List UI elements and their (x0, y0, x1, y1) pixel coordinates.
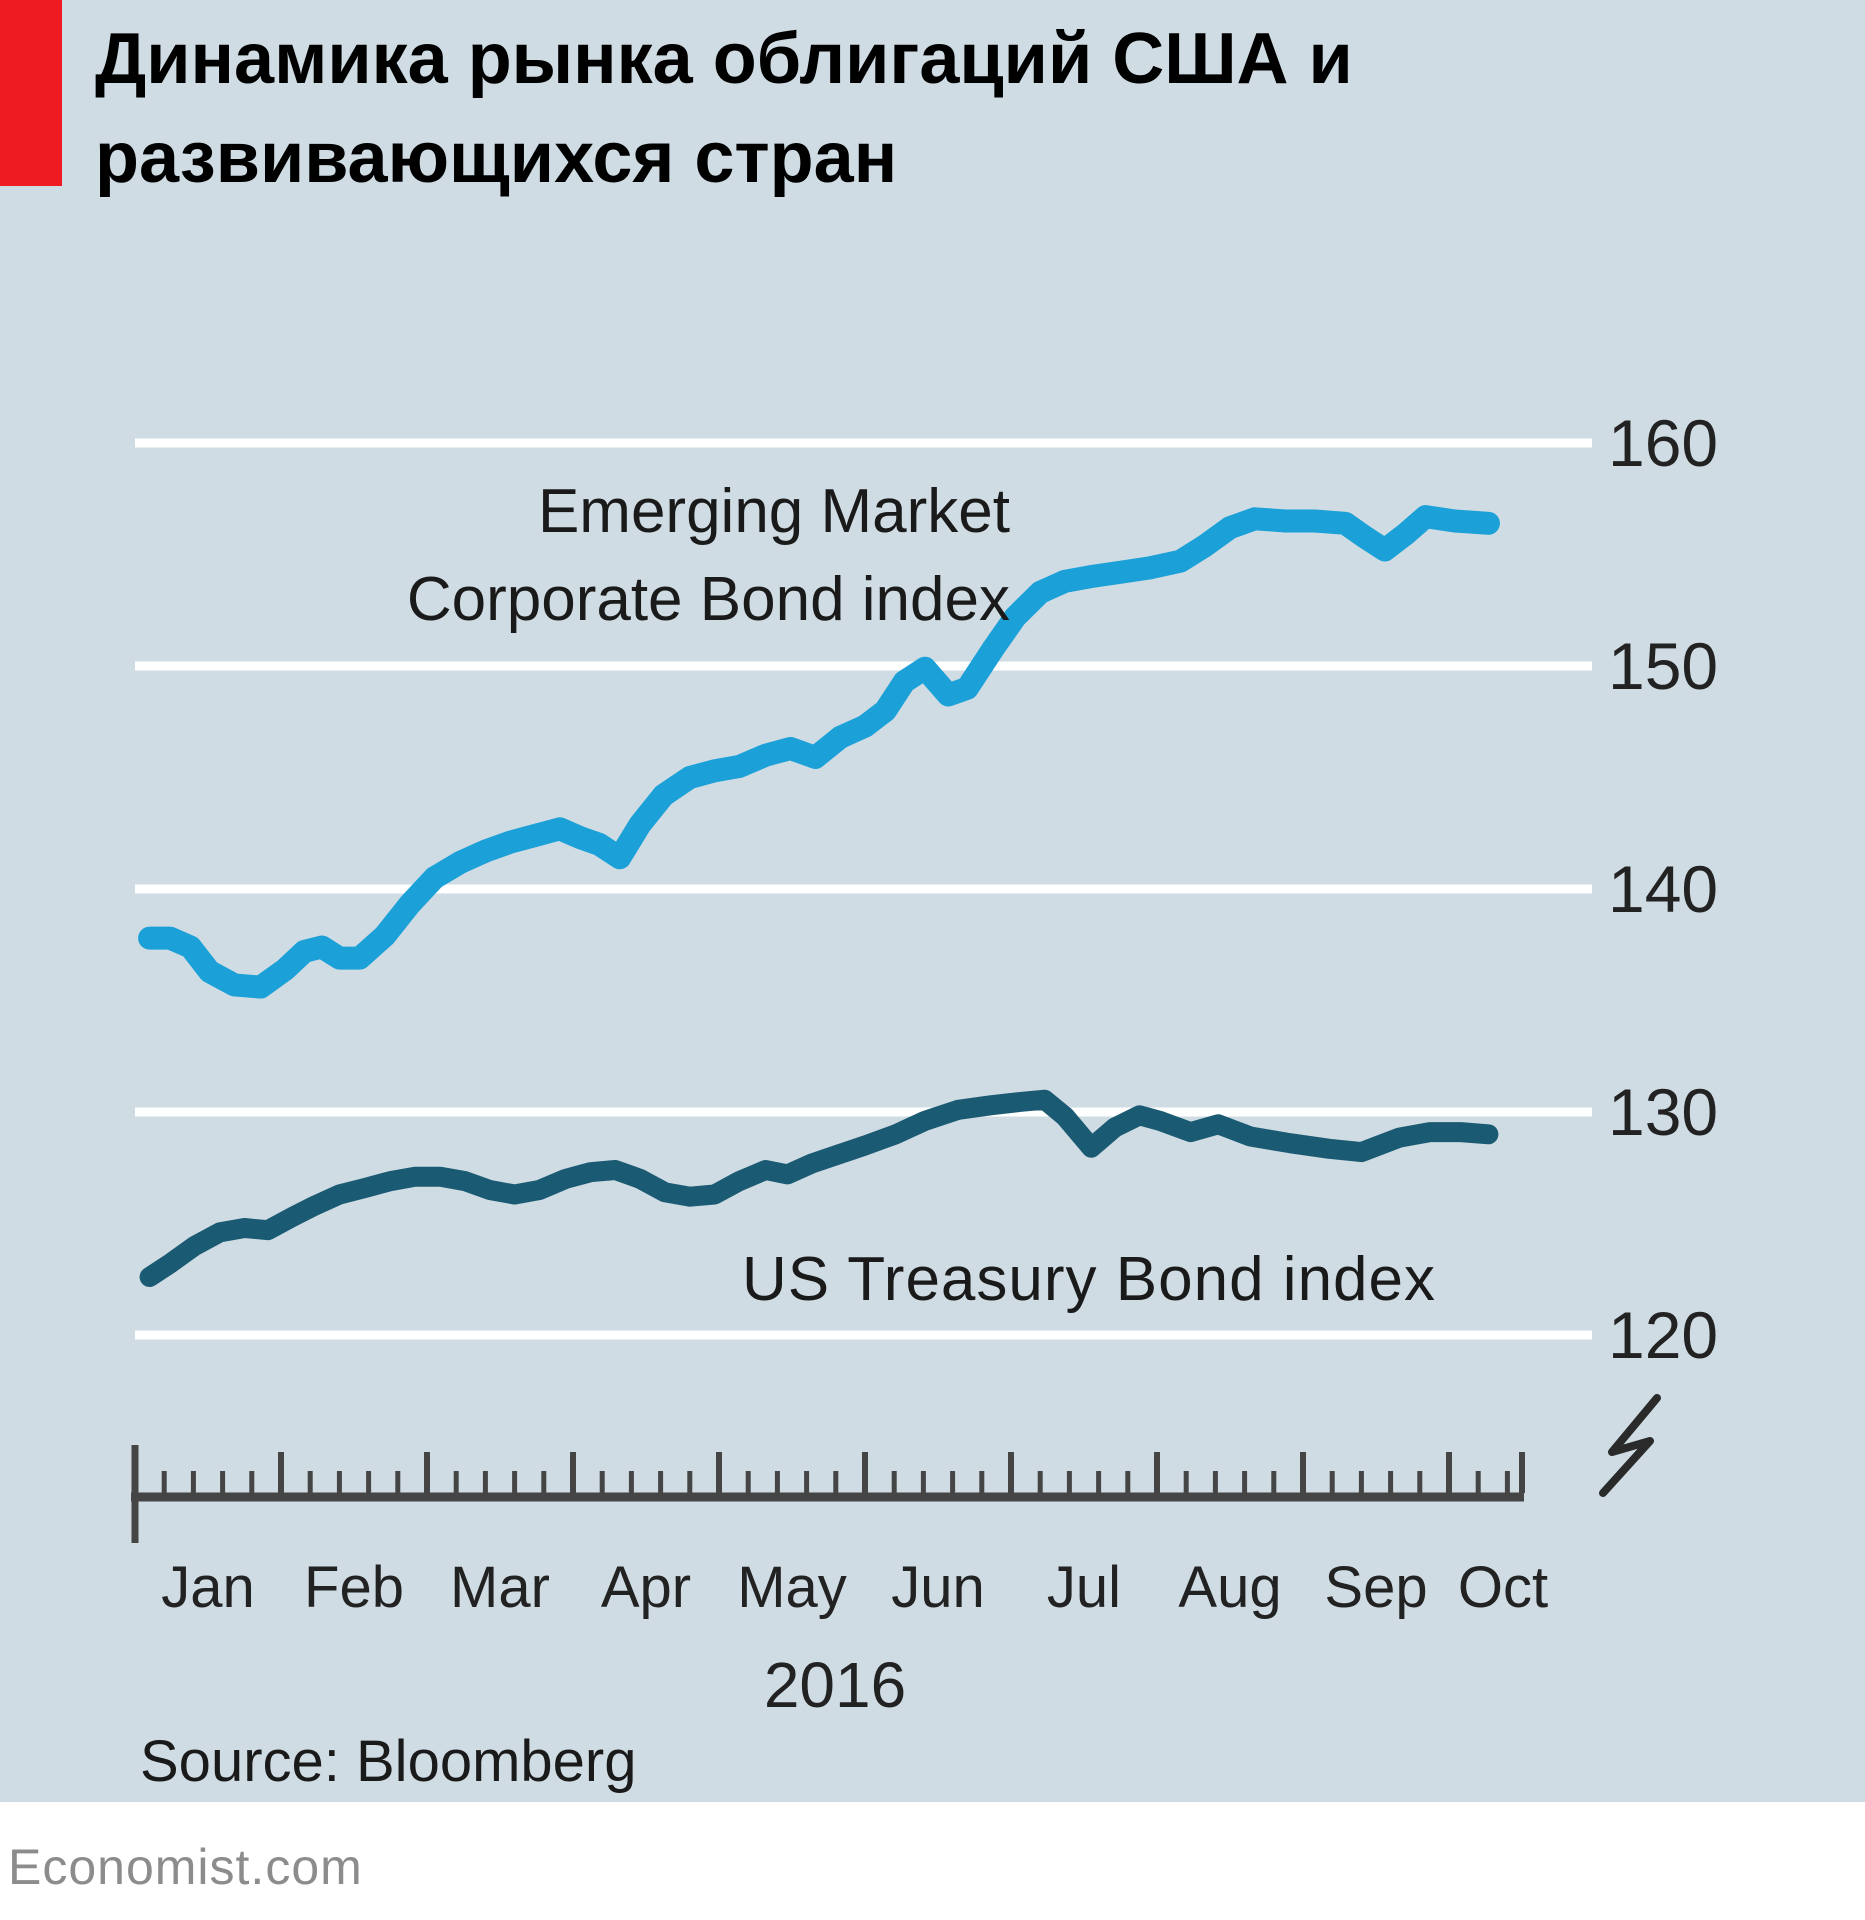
month-label-mar: Mar (450, 1555, 550, 1620)
em-series-label-line2: Corporate Bond index (406, 565, 1010, 634)
page-title-line2: развивающихся стран (95, 118, 898, 198)
month-label-apr: Apr (600, 1555, 692, 1620)
month-label-oct: Oct (1457, 1555, 1549, 1620)
month-label-sep: Sep (1324, 1555, 1428, 1620)
month-label-jan: Jan (161, 1555, 255, 1620)
y-tick-label-160: 160 (1608, 406, 1719, 480)
us-series-line (139, 1089, 1499, 1287)
axis-break-icon (1599, 1394, 1661, 1497)
y-tick-label-130: 130 (1608, 1075, 1719, 1149)
footer-strip: Economist.com (0, 1802, 1865, 1920)
us-series-label: US Treasury Bond index (742, 1245, 1437, 1314)
month-label-jul: Jul (1046, 1555, 1122, 1620)
economist-watermark: Economist.com (8, 1839, 363, 1895)
y-tick-label-140: 140 (1608, 852, 1719, 926)
source-label: Source: Bloomberg (140, 1729, 637, 1794)
year-label: 2016 (763, 1649, 907, 1721)
month-label-may: May (737, 1555, 847, 1620)
page-title-line1: Динамика рынка облигаций США и (95, 19, 1353, 99)
y-tick-label-150: 150 (1608, 629, 1719, 703)
economist-red-tab (0, 0, 62, 186)
em-series-label-line1: Emerging Market (537, 477, 1010, 546)
y-tick-label-120: 120 (1608, 1298, 1719, 1372)
em-series-line (138, 505, 1500, 999)
month-label-jun: Jun (891, 1555, 985, 1620)
month-label-feb: Feb (304, 1555, 404, 1620)
em-series-label: Emerging Market Corporate Bond index (407, 468, 1010, 644)
month-label-aug: Aug (1178, 1555, 1282, 1620)
page-title: Динамика рынка облигаций США и развивающ… (95, 10, 1353, 208)
